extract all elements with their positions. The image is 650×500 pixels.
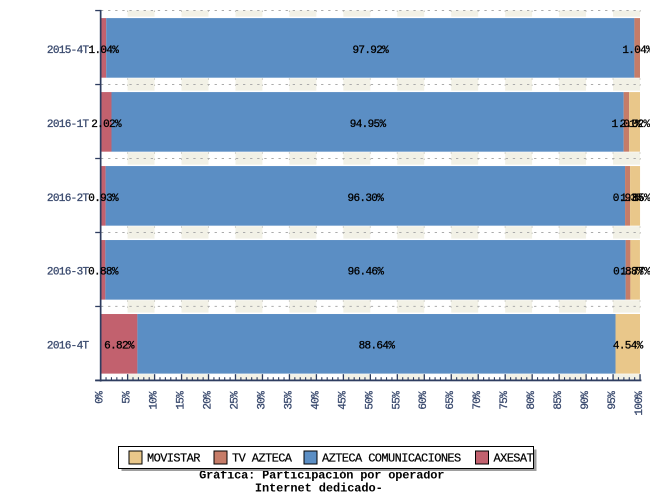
svg-text:TV AZTECA: TV AZTECA (232, 452, 293, 466)
svg-text:20%: 20% (202, 391, 214, 410)
svg-text:70%: 70% (472, 391, 484, 410)
svg-text:55%: 55% (391, 391, 403, 410)
svg-text:Gráfica: Participación por ope: Gráfica: Participación por operador (199, 469, 444, 483)
svg-text:65%: 65% (445, 391, 457, 410)
svg-text:95%: 95% (607, 391, 619, 410)
svg-text:2015-4T: 2015-4T (47, 45, 90, 57)
svg-text:Internet dedicado-: Internet dedicado- (255, 482, 383, 496)
svg-text:85%: 85% (553, 391, 565, 410)
svg-text:80%: 80% (526, 391, 538, 410)
svg-text:10%: 10% (149, 391, 161, 410)
svg-text:1.04%: 1.04% (622, 45, 650, 57)
svg-text:88.64%: 88.64% (359, 341, 396, 353)
svg-text:45%: 45% (337, 391, 349, 410)
svg-text:94.95%: 94.95% (350, 119, 387, 131)
svg-text:0.93%: 0.93% (88, 193, 119, 205)
svg-text:50%: 50% (364, 391, 376, 410)
svg-text:90%: 90% (580, 391, 592, 410)
svg-text:30%: 30% (256, 391, 268, 410)
svg-text:AZTECA COMUNICACIONES: AZTECA COMUNICACIONES (322, 452, 461, 466)
svg-text:1.04%: 1.04% (89, 45, 120, 57)
svg-text:1.77%: 1.77% (620, 267, 650, 279)
svg-text:25%: 25% (229, 391, 241, 410)
svg-text:5%: 5% (122, 391, 134, 404)
svg-text:97.92%: 97.92% (352, 45, 389, 57)
svg-text:2.02%: 2.02% (91, 119, 122, 131)
svg-text:2016-1T: 2016-1T (47, 119, 90, 131)
svg-text:96.46%: 96.46% (348, 267, 385, 279)
svg-text:15%: 15% (176, 391, 188, 410)
svg-text:MOVISTAR: MOVISTAR (147, 452, 200, 466)
svg-text:35%: 35% (283, 391, 295, 410)
svg-text:0.88%: 0.88% (613, 267, 644, 279)
svg-text:75%: 75% (499, 391, 511, 410)
svg-text:0.93%: 0.93% (613, 193, 644, 205)
svg-text:1.01%: 1.01% (612, 119, 643, 131)
svg-text:40%: 40% (310, 391, 322, 410)
svg-text:2016-4T: 2016-4T (47, 341, 90, 353)
svg-text:2016-2T: 2016-2T (47, 193, 90, 205)
svg-text:2016-3T: 2016-3T (47, 267, 90, 279)
svg-text:AXESAT: AXESAT (494, 452, 534, 466)
svg-text:60%: 60% (418, 391, 430, 410)
svg-text:0%: 0% (95, 391, 107, 404)
svg-text:2.02%: 2.02% (620, 119, 650, 131)
svg-text:100%: 100% (634, 391, 646, 416)
svg-text:1.85%: 1.85% (620, 193, 650, 205)
svg-text:6.82%: 6.82% (104, 341, 135, 353)
svg-text:4.54%: 4.54% (613, 341, 644, 353)
svg-text:96.30%: 96.30% (348, 193, 385, 205)
svg-text:0.88%: 0.88% (88, 267, 119, 279)
